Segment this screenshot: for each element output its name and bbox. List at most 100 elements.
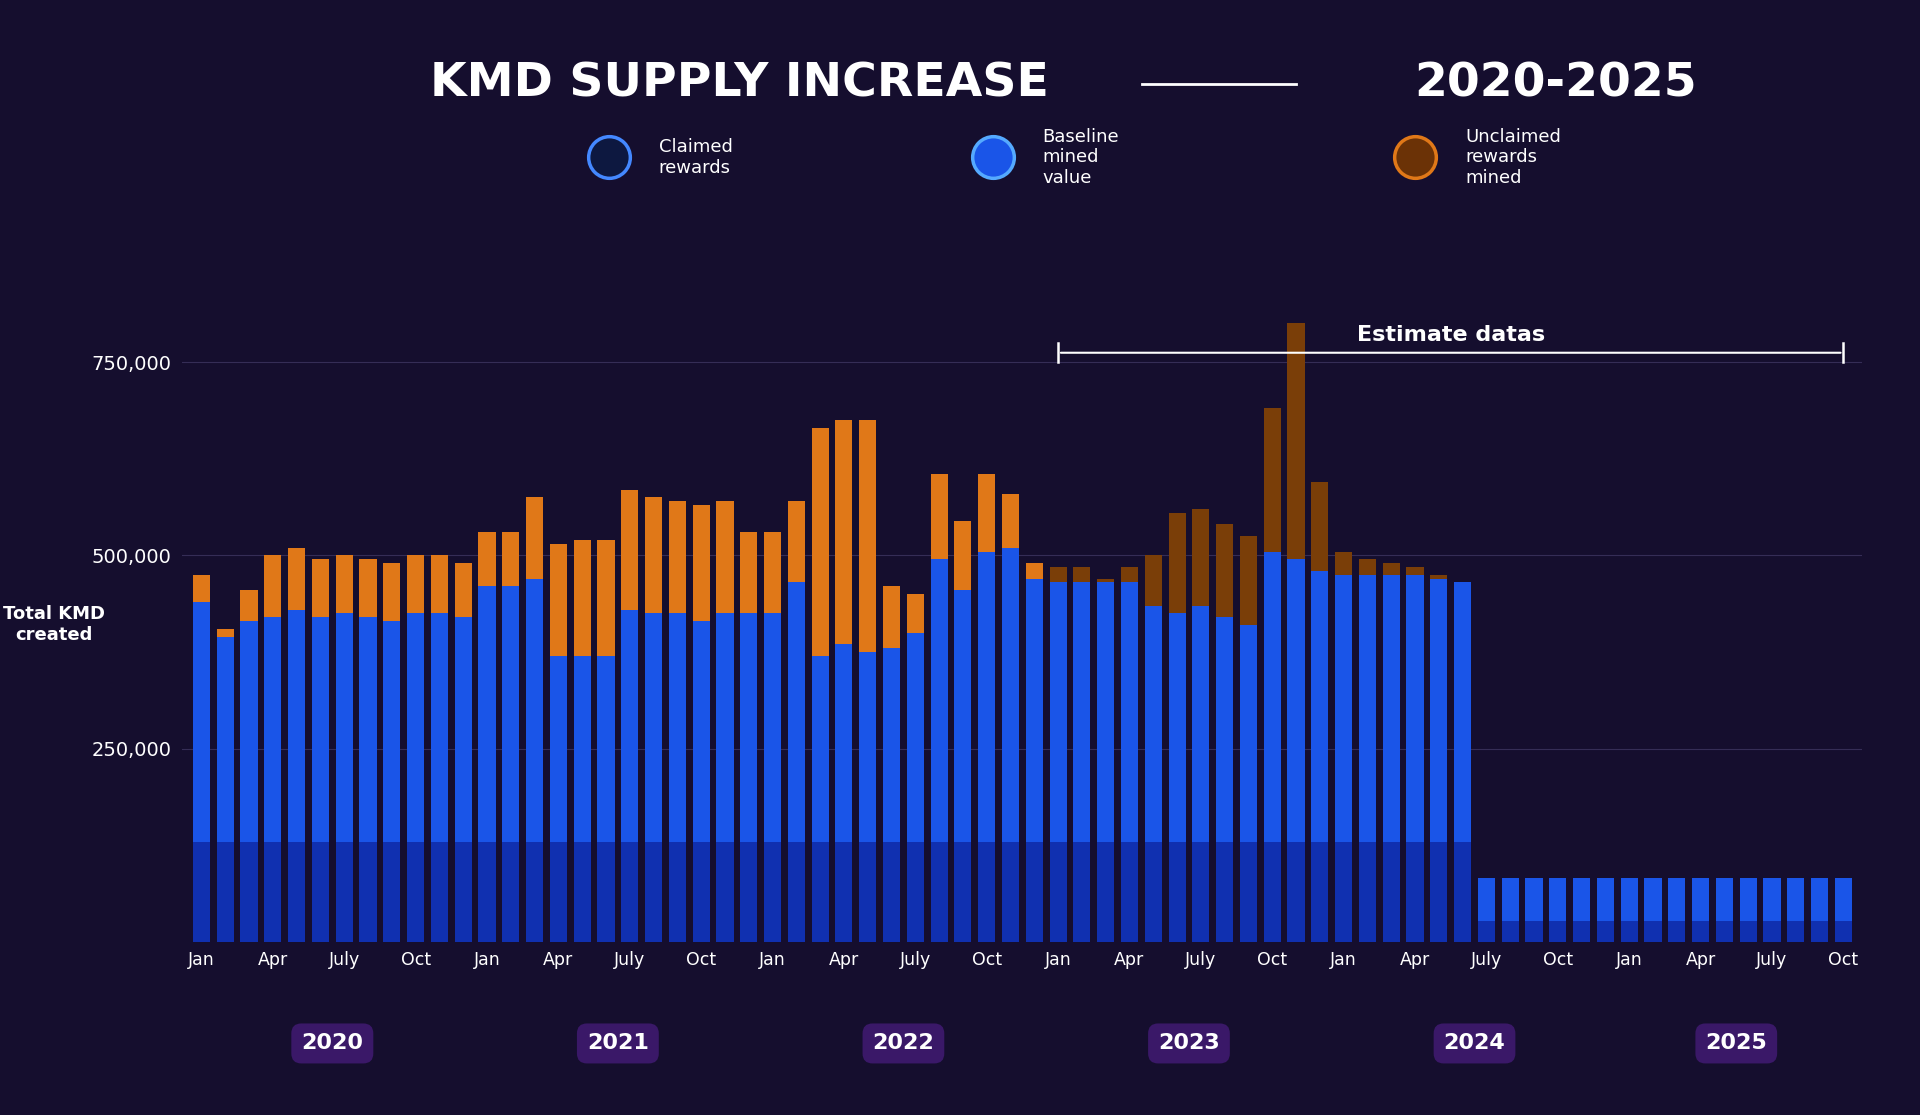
Bar: [1144, 842, 1162, 942]
Bar: [478, 842, 495, 942]
Bar: [1169, 613, 1187, 842]
Bar: [1836, 921, 1853, 942]
Bar: [1240, 626, 1258, 842]
Bar: [288, 547, 305, 610]
Bar: [430, 613, 447, 842]
Bar: [1407, 574, 1423, 842]
Bar: [622, 610, 637, 842]
Bar: [359, 618, 376, 842]
Bar: [1311, 482, 1329, 571]
Bar: [407, 613, 424, 842]
Bar: [1692, 878, 1709, 921]
Bar: [1263, 552, 1281, 842]
Bar: [1288, 57, 1304, 560]
Text: 2020-2025: 2020-2025: [1413, 61, 1697, 106]
Bar: [693, 505, 710, 621]
Bar: [407, 842, 424, 942]
Bar: [217, 629, 234, 637]
Bar: [1359, 574, 1377, 842]
Bar: [787, 502, 804, 582]
Text: 2024: 2024: [1444, 1034, 1505, 1054]
Bar: [645, 497, 662, 613]
Bar: [1526, 878, 1542, 921]
Bar: [1620, 878, 1638, 921]
Bar: [716, 502, 733, 613]
Bar: [265, 618, 282, 842]
Bar: [1836, 878, 1853, 921]
Bar: [977, 842, 995, 942]
Bar: [1740, 921, 1757, 942]
Bar: [787, 582, 804, 842]
Bar: [812, 656, 829, 842]
Bar: [1240, 536, 1258, 626]
Bar: [1144, 555, 1162, 605]
Bar: [311, 560, 328, 618]
Bar: [858, 420, 876, 652]
Bar: [1692, 921, 1709, 942]
Bar: [622, 489, 637, 610]
Bar: [954, 590, 972, 842]
Bar: [931, 474, 948, 560]
Bar: [883, 648, 900, 842]
Bar: [1169, 513, 1187, 613]
Bar: [430, 842, 447, 942]
Bar: [526, 579, 543, 842]
Bar: [1382, 842, 1400, 942]
Bar: [858, 842, 876, 942]
Bar: [1716, 878, 1734, 921]
Bar: [503, 532, 518, 586]
Bar: [1549, 921, 1567, 942]
Text: 2020: 2020: [301, 1034, 363, 1054]
Bar: [1334, 552, 1352, 574]
Bar: [526, 842, 543, 942]
Bar: [954, 842, 972, 942]
Bar: [1453, 842, 1471, 942]
Bar: [906, 594, 924, 632]
Bar: [1644, 921, 1661, 942]
Bar: [787, 842, 804, 942]
Bar: [1263, 408, 1281, 552]
Bar: [693, 621, 710, 842]
Bar: [217, 637, 234, 842]
Bar: [240, 842, 257, 942]
Bar: [1073, 842, 1091, 942]
Bar: [1430, 842, 1448, 942]
Bar: [1073, 568, 1091, 582]
Bar: [645, 842, 662, 942]
Text: 2022: 2022: [872, 1034, 935, 1054]
Bar: [1144, 605, 1162, 842]
Bar: [764, 532, 781, 613]
Bar: [883, 586, 900, 648]
Bar: [1240, 842, 1258, 942]
Bar: [359, 560, 376, 618]
Bar: [668, 613, 685, 842]
Bar: [1382, 563, 1400, 574]
Bar: [1215, 524, 1233, 618]
Bar: [1096, 842, 1114, 942]
Bar: [384, 842, 401, 942]
Bar: [1192, 508, 1210, 605]
Bar: [526, 497, 543, 579]
Point: [977, 148, 1008, 166]
Bar: [1668, 878, 1686, 921]
Bar: [1382, 574, 1400, 842]
Bar: [1025, 579, 1043, 842]
Bar: [265, 555, 282, 618]
Bar: [311, 618, 328, 842]
Bar: [1002, 494, 1020, 547]
Bar: [549, 842, 566, 942]
Bar: [1430, 574, 1448, 579]
Bar: [1073, 582, 1091, 842]
Bar: [883, 842, 900, 942]
Bar: [597, 842, 614, 942]
Bar: [240, 590, 257, 621]
Bar: [1501, 878, 1519, 921]
Bar: [1359, 842, 1377, 942]
Text: Unclaimed
rewards
mined: Unclaimed rewards mined: [1465, 128, 1561, 187]
Bar: [503, 586, 518, 842]
Bar: [1025, 842, 1043, 942]
Bar: [1620, 921, 1638, 942]
Bar: [1311, 571, 1329, 842]
Bar: [288, 842, 305, 942]
Bar: [1407, 568, 1423, 574]
